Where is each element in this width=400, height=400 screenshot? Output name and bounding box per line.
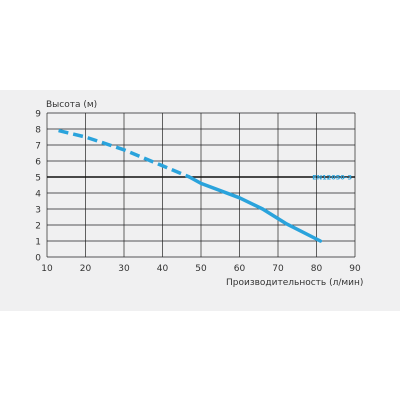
y-tick-label: 1 — [35, 238, 41, 248]
series-line-solid — [187, 175, 323, 243]
y-tick-label: 2 — [35, 222, 41, 232]
y-tick-label: 6 — [35, 158, 41, 168]
y-tick-label: 9 — [35, 110, 41, 120]
x-tick-label: 20 — [80, 264, 92, 274]
y-tick-label: 5 — [35, 174, 41, 184]
y-tick-label: 0 — [35, 254, 41, 264]
x-tick-label: 80 — [311, 264, 323, 274]
x-tick-label: 40 — [157, 264, 169, 274]
x-tick-label: 70 — [272, 264, 284, 274]
chart-panel — [0, 90, 400, 311]
series-group — [58, 128, 323, 243]
series-line-dashed — [58, 128, 191, 179]
reference-line-group: EN12050-3 — [47, 174, 355, 182]
y-tick-label: 3 — [35, 206, 41, 216]
x-tick-label: 30 — [118, 264, 130, 274]
y-tick-label: 4 — [35, 190, 41, 200]
x-tick-label: 90 — [349, 264, 361, 274]
y-tick-label: 7 — [35, 142, 41, 152]
x-tick-label: 60 — [234, 264, 246, 274]
x-axis-label: Производительность (л/мин) — [226, 278, 363, 288]
y-tick-label: 8 — [35, 126, 41, 136]
y-axis-label: Высота (м) — [46, 100, 97, 110]
x-tick-label: 10 — [41, 264, 53, 274]
reference-line-label: EN12050-3 — [312, 174, 352, 182]
x-tick-label: 50 — [195, 264, 207, 274]
axis-ticks: 0 1 2 3 4 5 6 7 8 9 10 20 30 40 50 60 70 80 90 — [35, 110, 361, 275]
